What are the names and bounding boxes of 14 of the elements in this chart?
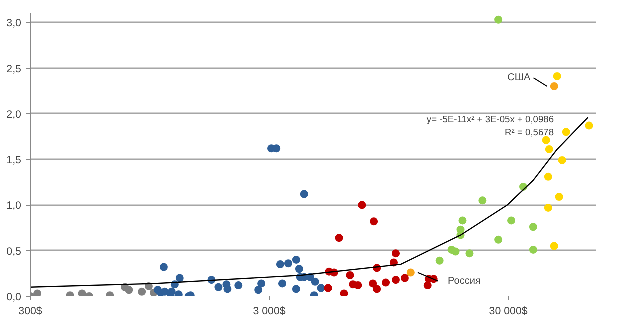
- x-tick-label: 300$: [18, 306, 42, 318]
- annotation: Россия: [448, 276, 481, 287]
- annotation: y= -5E-11x² + 3E-05x + 0,0986: [426, 114, 554, 125]
- x-tick-label: 3 000$: [253, 306, 286, 318]
- y-tick-label: 1,0: [6, 200, 22, 212]
- y-tick-label: 2,0: [6, 108, 22, 121]
- annotation: R² = 0,5678: [505, 127, 554, 138]
- x-tick-label: 30 000$: [489, 306, 528, 318]
- y-tick-label: 0,5: [6, 246, 22, 258]
- annotation: США: [508, 72, 531, 84]
- y-tick-label: 0,0: [6, 292, 22, 304]
- y-tick-label: 2,5: [6, 63, 22, 76]
- y-tick-label: 1,5: [6, 154, 22, 167]
- y-tick-label: 3,0: [6, 18, 22, 30]
